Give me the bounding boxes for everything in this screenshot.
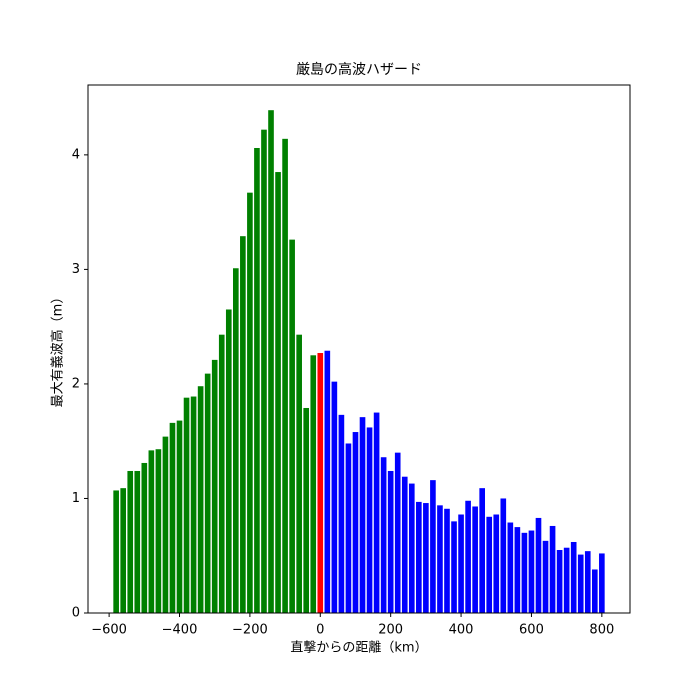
x-tick-label: −200: [232, 623, 268, 638]
bar: [430, 480, 436, 613]
bar: [127, 470, 134, 613]
x-tick-label: −600: [91, 623, 127, 638]
y-tick-label: 0: [72, 606, 80, 621]
bar: [500, 498, 507, 613]
x-tick-label: −400: [162, 623, 198, 638]
bar: [465, 500, 471, 613]
bar: [366, 427, 373, 613]
y-axis-label: 最大有義波高（m）: [50, 291, 66, 408]
bar: [570, 541, 577, 613]
bar: [556, 550, 563, 613]
bar: [169, 422, 176, 613]
bar: [338, 414, 345, 613]
bar: [380, 457, 387, 613]
bar: [458, 514, 464, 613]
bar: [324, 350, 331, 613]
bar: [317, 353, 324, 613]
bar: [507, 522, 514, 613]
bar: [218, 334, 225, 613]
bar: [113, 490, 119, 613]
bar: [394, 452, 401, 613]
bar: [303, 407, 310, 613]
bar: [514, 527, 521, 613]
bar: [423, 503, 429, 613]
bar: [599, 553, 605, 613]
bar: [472, 506, 478, 613]
x-tick-label: 0: [316, 623, 324, 638]
bar: [408, 483, 415, 613]
bar: [211, 359, 218, 613]
bar: [486, 516, 493, 613]
bar: [148, 450, 155, 613]
bar: [296, 334, 302, 613]
bar: [401, 476, 408, 613]
bar: [247, 192, 253, 613]
bar: [197, 386, 204, 613]
bar: [577, 554, 584, 613]
bar: [183, 397, 190, 613]
bar: [155, 449, 162, 613]
bar: [254, 147, 260, 613]
bar: [352, 432, 359, 613]
bar: [240, 236, 246, 613]
bar: [225, 309, 232, 613]
bar: [289, 239, 295, 613]
bar: [345, 443, 352, 613]
bar: [268, 110, 274, 614]
bar: [282, 138, 288, 613]
bar: [479, 488, 485, 613]
bar: [331, 381, 338, 613]
bar: [584, 551, 591, 613]
x-tick-label: 400: [449, 623, 474, 638]
bar: [141, 462, 148, 613]
y-tick-label: 4: [72, 147, 80, 162]
bar: [563, 547, 570, 613]
bar: [190, 396, 197, 613]
bar: [162, 436, 169, 613]
x-axis-label: 直撃からの距離（km）: [290, 640, 427, 656]
y-tick-label: 2: [72, 376, 80, 391]
bar: [176, 420, 183, 613]
x-tick-label: 200: [378, 623, 403, 638]
y-tick-label: 3: [72, 262, 80, 277]
bar: [275, 172, 281, 614]
bar: [233, 268, 239, 613]
bar: [134, 470, 141, 613]
bar: [310, 355, 317, 613]
x-tick-label: 800: [589, 623, 614, 638]
plot-frame: [87, 84, 631, 614]
bar: [387, 470, 394, 613]
bar: [416, 501, 422, 613]
bar: [521, 532, 528, 613]
bar: [591, 569, 598, 613]
bar: [359, 417, 366, 613]
x-tick-label: 600: [519, 623, 544, 638]
y-tick-label: 1: [72, 491, 80, 506]
bar: [549, 525, 556, 613]
bar: [493, 514, 500, 613]
bar: [120, 488, 127, 613]
bar: [528, 530, 535, 613]
chart-title: 厳島の高波ハザード: [296, 61, 422, 78]
bar: [437, 505, 443, 613]
bar: [204, 373, 211, 613]
bar: [373, 412, 380, 613]
bar: [542, 540, 549, 613]
bar: [261, 129, 267, 614]
bar: [535, 517, 542, 613]
bar: [444, 508, 450, 613]
bar: [451, 521, 457, 613]
